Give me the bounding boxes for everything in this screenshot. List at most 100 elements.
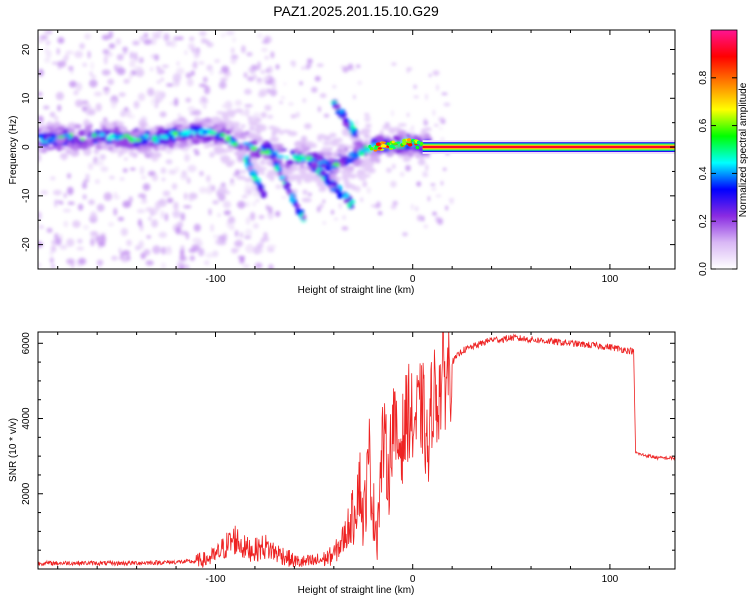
- heatmap-cell: [244, 187, 248, 196]
- heatmap-cell: [250, 70, 256, 75]
- heatmap-cell: [338, 202, 342, 210]
- heatmap-cell: [163, 33, 170, 42]
- heatmap-cell: [283, 183, 287, 188]
- heatmap-cell: [392, 135, 399, 139]
- heatmap-cell: [277, 172, 283, 176]
- heatmap-cell: [107, 78, 115, 86]
- heatmap-cell: [96, 203, 105, 212]
- heatmap-cell: [55, 91, 64, 101]
- heatmap-cell: [337, 192, 344, 199]
- heatmap-cell: [193, 148, 199, 153]
- heatmap-cell: [216, 111, 224, 115]
- heatmap-cell: [160, 129, 168, 133]
- heatmap-cell: [190, 70, 195, 76]
- heatmap-cell: [65, 50, 74, 55]
- heatmap-cell: [51, 264, 56, 269]
- heatmap-cell: [260, 170, 265, 175]
- heatmap-cell: [310, 159, 315, 162]
- heatmap-cell: [344, 122, 351, 128]
- heatmap-cell: [388, 127, 397, 134]
- heatmap-cell: [284, 156, 290, 159]
- heatmap-cell: [342, 66, 349, 73]
- heatmap-cell: [419, 155, 425, 160]
- heatmap-cell: [63, 220, 69, 228]
- heatmap-cell: [201, 96, 207, 103]
- heatmap-cell: [84, 118, 89, 126]
- heatmap-cell: [254, 117, 262, 123]
- heatmap-cell: [38, 128, 42, 133]
- heatmap-cell: [264, 80, 273, 85]
- heatmap-cell: [221, 103, 228, 109]
- heatmap-cell: [56, 126, 66, 131]
- heatmap-cell: [57, 135, 65, 139]
- heatmap-cell: [108, 146, 113, 151]
- heatmap-cell: [80, 138, 86, 141]
- heatmap-cell: [137, 92, 146, 102]
- heatmap-cell: [180, 230, 188, 236]
- heatmap-cell: [145, 260, 154, 266]
- heatmap-cell: [435, 194, 442, 197]
- heatmap-cell: [180, 173, 189, 181]
- heatmap-cell: [65, 134, 71, 138]
- heatmap-cell: [306, 172, 314, 179]
- heatmap-cell: [441, 181, 443, 186]
- heatmap-cell: [124, 107, 128, 112]
- heatmap-cell: [351, 68, 357, 72]
- heatmap-cell: [220, 33, 226, 38]
- heatmap-ytick-label: 10: [21, 92, 32, 104]
- heatmap-cell: [267, 114, 274, 119]
- heatmap-cell: [38, 211, 42, 221]
- heatmap-cell: [375, 135, 385, 141]
- heatmap-cell: [432, 109, 436, 116]
- heatmap-cell: [189, 255, 195, 261]
- heatmap-cell: [405, 164, 411, 172]
- figure-title: PAZ1.2025.201.15.10.G29: [273, 3, 439, 19]
- heatmap-cell: [90, 75, 97, 79]
- heatmap-cell: [272, 139, 277, 143]
- heatmap-cell: [101, 69, 111, 76]
- snr-xtick-label: -100: [205, 574, 225, 585]
- heatmap-frame: [37, 29, 676, 270]
- heatmap-cell: [54, 200, 63, 204]
- heatmap-cell: [151, 32, 161, 37]
- heatmap-cell: [209, 151, 215, 158]
- heatmap-cell: [277, 155, 282, 159]
- heatmap-cell: [343, 198, 350, 204]
- heatmap-cell: [345, 145, 355, 149]
- heatmap-cell: [88, 199, 95, 205]
- heatmap-cell: [50, 176, 56, 181]
- heatmap-cell: [422, 215, 425, 222]
- heatmap-cell: [189, 125, 195, 131]
- heatmap-cell: [210, 224, 214, 232]
- heatmap-cell: [204, 85, 211, 95]
- heatmap-cell: [141, 175, 147, 180]
- heatmap-cell: [114, 133, 121, 137]
- heatmap-cell: [133, 131, 141, 137]
- heatmap-cell: [343, 192, 350, 199]
- heatmap-cell: [423, 118, 427, 124]
- heatmap-cell: [302, 98, 307, 103]
- heatmap-cell: [201, 38, 207, 44]
- heatmap-cell: [248, 144, 254, 148]
- heatmap-cell: [240, 124, 246, 128]
- heatmap-cell: [415, 145, 420, 150]
- heatmap-cell: [43, 48, 49, 52]
- heatmap-cell: [349, 128, 354, 133]
- heatmap-cell: [75, 99, 84, 108]
- heatmap-cell: [166, 83, 174, 87]
- heatmap-cell: [241, 195, 248, 199]
- heatmap-cell: [280, 96, 285, 99]
- heatmap-cell: [425, 164, 429, 172]
- heatmap-cell: [226, 135, 231, 139]
- heatmap-cell: [212, 200, 219, 205]
- heatmap-cell: [399, 171, 405, 177]
- heatmap-cell: [126, 239, 132, 247]
- heatmap-cell: [134, 52, 138, 61]
- heatmap-cell: [99, 133, 105, 137]
- heatmap-cell: [397, 123, 407, 127]
- heatmap-cell: [267, 65, 273, 74]
- heatmap-cell: [60, 146, 66, 150]
- heatmap-cell: [234, 230, 239, 237]
- heatmap-cell: [358, 148, 366, 153]
- heatmap-cell: [263, 232, 268, 239]
